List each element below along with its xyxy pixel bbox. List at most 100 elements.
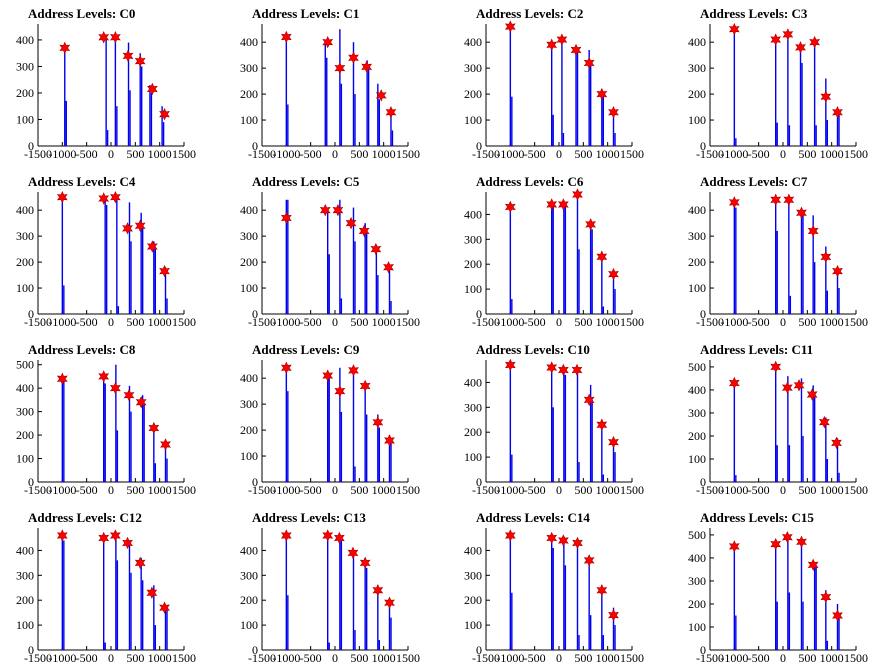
y-tick-label: 300	[16, 59, 34, 73]
star-marker	[596, 87, 608, 101]
bar	[388, 267, 391, 314]
x-tick-label: -1500	[472, 315, 500, 329]
x-tick-label: -500	[748, 147, 770, 161]
bar	[340, 540, 343, 650]
bar	[552, 114, 554, 146]
bar	[564, 204, 567, 314]
chart-panel: Address Levels: C80100200300400500-1500-…	[16, 342, 196, 497]
bar	[509, 535, 512, 650]
bar	[788, 125, 791, 146]
x-tick-label: -1500	[248, 651, 276, 665]
star-marker	[159, 601, 170, 614]
star-marker	[148, 421, 160, 435]
bar	[390, 443, 392, 482]
x-tick-label: -1500	[472, 147, 500, 161]
star-marker	[122, 222, 133, 235]
x-tick-label: -1000	[272, 651, 300, 665]
x-tick-label: -1500	[248, 483, 276, 497]
bar	[154, 463, 157, 482]
star-marker	[109, 529, 121, 542]
y-tick-label: 200	[16, 593, 34, 607]
x-tick-label: 500	[798, 315, 816, 329]
y-tick-label: 200	[688, 87, 706, 101]
y-tick-label: 100	[688, 113, 706, 127]
bar	[115, 364, 117, 482]
bar	[838, 472, 840, 482]
star-marker	[109, 31, 121, 44]
y-tick-label: 300	[688, 406, 706, 420]
star-marker	[159, 264, 170, 278]
y-tick-label: 0	[700, 139, 706, 153]
bar	[735, 475, 737, 482]
bar	[802, 601, 804, 650]
bar	[733, 383, 736, 482]
x-tick-label: 1000	[372, 651, 396, 665]
star-marker	[783, 193, 795, 207]
x-tick-label: 1000	[596, 651, 620, 665]
bar	[327, 207, 329, 314]
chart-title: Address Levels: C11	[700, 342, 813, 357]
bar	[116, 430, 119, 482]
bar	[800, 539, 803, 650]
bar	[64, 47, 66, 146]
bar	[836, 109, 839, 146]
star-marker	[546, 531, 558, 545]
star-marker	[123, 388, 135, 402]
y-tick-label: 400	[16, 381, 34, 395]
bar	[140, 212, 142, 314]
bar	[328, 642, 330, 650]
bar	[61, 197, 64, 314]
y-tick-label: 400	[240, 35, 258, 49]
chart-panel: Address Levels: C12 0 100 200 300 400 -1500-10…	[16, 510, 196, 665]
star-marker	[56, 529, 68, 542]
x-tick-label: 0	[556, 315, 562, 329]
y-tick-label: 400	[688, 383, 706, 397]
star-marker	[572, 536, 583, 550]
bar	[153, 241, 155, 314]
bar	[776, 122, 778, 146]
y-tick-label: 300	[16, 568, 34, 582]
bar	[378, 640, 381, 650]
star-marker	[557, 198, 569, 211]
bar	[576, 367, 579, 482]
bar	[104, 199, 106, 314]
star-marker	[98, 370, 110, 383]
bar	[365, 414, 368, 482]
star-marker	[56, 190, 68, 204]
y-tick-label: 300	[240, 568, 258, 582]
bar	[141, 395, 144, 482]
x-tick-label: 1000	[372, 483, 396, 497]
bar	[116, 197, 118, 314]
bar	[162, 122, 165, 146]
star-marker	[596, 418, 608, 431]
y-tick-label: 300	[16, 405, 34, 419]
x-tick-label: -1500	[472, 651, 500, 665]
x-tick-label: -1500	[696, 483, 724, 497]
x-tick-label: 1000	[596, 483, 620, 497]
star-marker	[98, 31, 110, 44]
bar	[735, 207, 737, 314]
x-tick-label: 1500	[172, 147, 196, 161]
bar	[588, 555, 590, 650]
bar	[614, 289, 616, 314]
bar	[602, 94, 605, 146]
y-tick-label: 300	[688, 574, 706, 588]
bar	[511, 96, 513, 146]
bar	[511, 592, 513, 650]
star-marker	[134, 219, 146, 232]
x-tick-label: 0	[332, 315, 338, 329]
bar	[339, 199, 341, 314]
y-tick-label: 0	[252, 139, 258, 153]
bar	[103, 376, 105, 482]
star-marker	[334, 61, 346, 75]
y-tick-label: 0	[476, 475, 482, 489]
bar	[166, 298, 168, 314]
chart-panel: Address Levels: C1 0 100 200 300 400 -1500-100…	[240, 6, 420, 161]
star-marker	[322, 369, 334, 382]
x-tick-label: -1500	[696, 651, 724, 665]
y-tick-label: 300	[16, 229, 34, 243]
x-tick-label: 500	[126, 147, 144, 161]
chart-panel: Address Levels: C3 0 100 200 300 400 -1500-100…	[688, 6, 868, 161]
star-marker	[159, 107, 170, 121]
bar	[166, 607, 168, 650]
